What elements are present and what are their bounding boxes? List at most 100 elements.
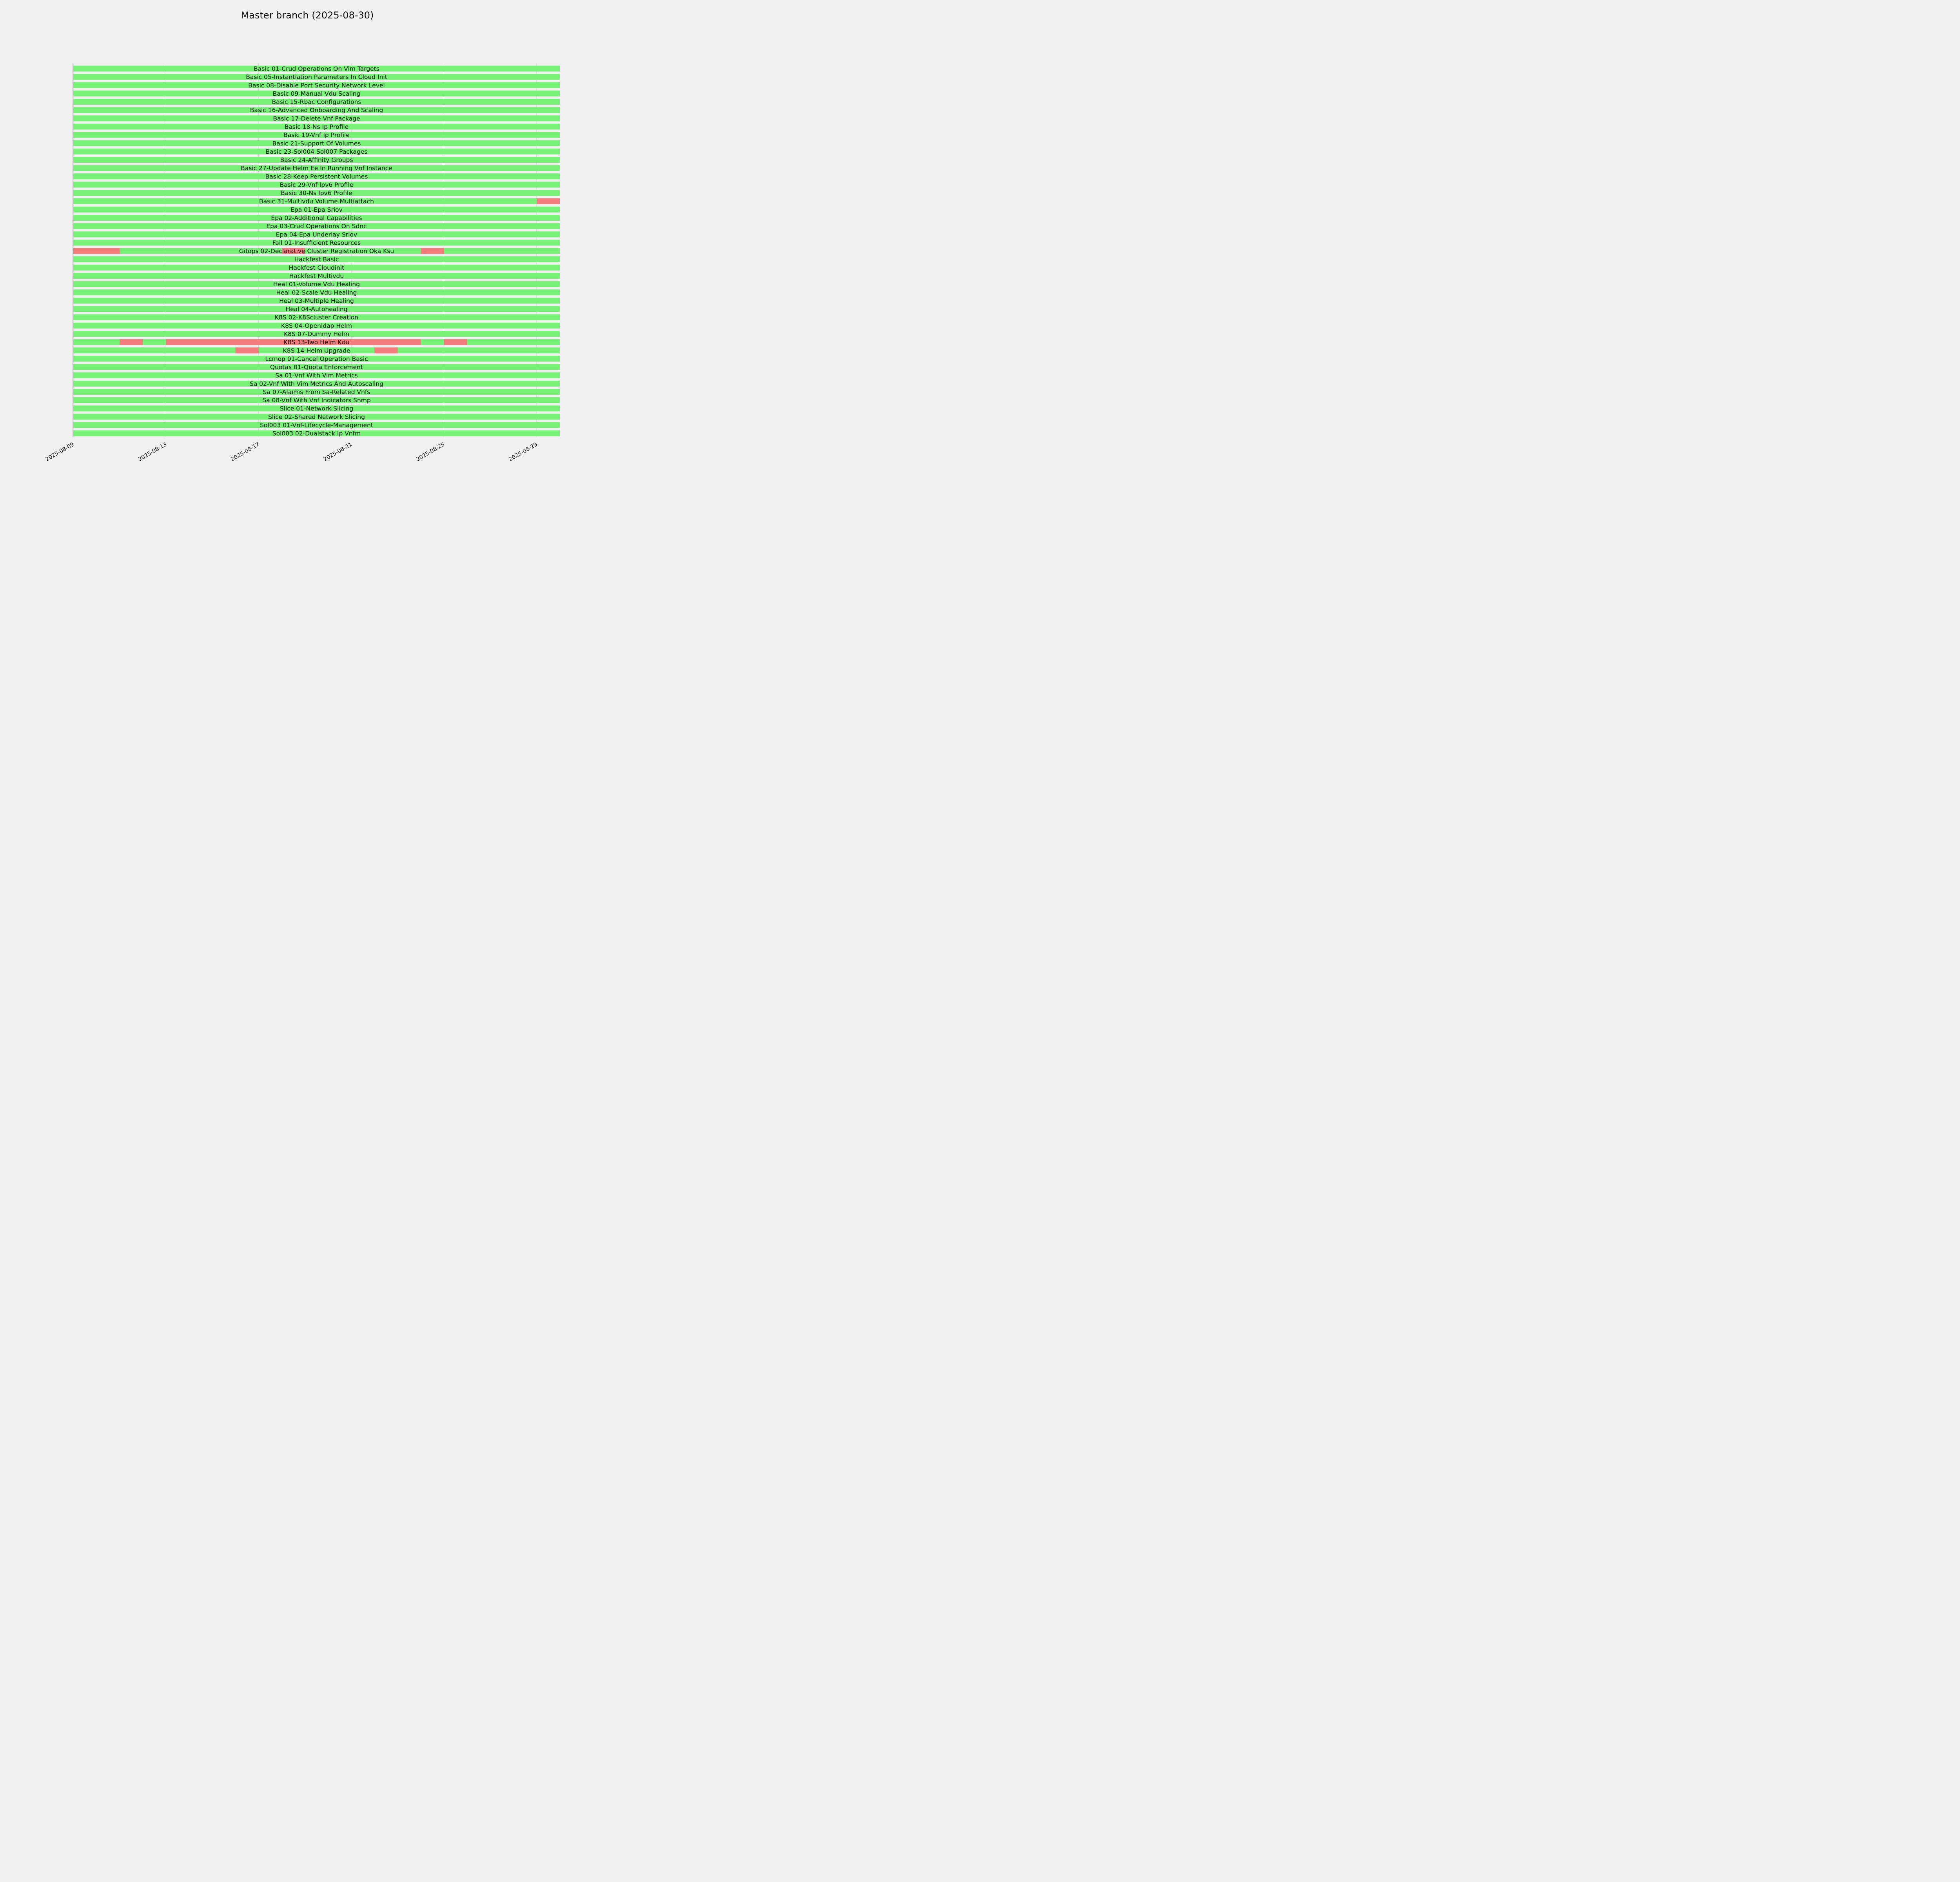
- row-label: Epa 04-Epa Underlay Sriov: [276, 231, 357, 238]
- row-label: Basic 18-Ns Ip Profile: [285, 123, 348, 130]
- pass-bar: [73, 132, 560, 138]
- pass-bar: [73, 165, 560, 171]
- pass-bar: [73, 364, 560, 370]
- row-label: Basic 05-Instantiation Parameters In Clo…: [246, 74, 387, 81]
- pass-bar: [73, 397, 560, 403]
- row-label: Hackfest Cloudinit: [289, 264, 345, 271]
- row-label: Epa 01-Epa Sriov: [290, 206, 343, 213]
- pass-bar: [73, 322, 560, 329]
- row-label: Fail 01-Insufficient Resources: [272, 239, 361, 246]
- pass-bar: [73, 289, 560, 296]
- row-label: Basic 15-Rbac Configurations: [272, 98, 361, 105]
- pass-bar: [73, 190, 560, 196]
- timeline-chart: Master branch (2025-08-30) Basic 01-Crud…: [0, 0, 615, 547]
- pass-bar: [73, 356, 560, 362]
- row-label: Heal 04-Autohealing: [285, 306, 347, 313]
- pass-bar: [73, 281, 560, 287]
- pass-bar: [73, 231, 560, 238]
- row-label: Sa 07-Alarms From Sa-Related Vnfs: [263, 389, 370, 396]
- pass-bar: [73, 206, 560, 213]
- pass-bar: [73, 422, 560, 428]
- row-label: K8S 07-Dummy Helm: [284, 331, 349, 338]
- pass-bar: [73, 124, 560, 130]
- pass-bar: [73, 430, 560, 436]
- row-label: Basic 16-Advanced Onboarding And Scaling: [250, 107, 383, 114]
- row-label: Slice 01-Network Slicing: [280, 405, 353, 412]
- pass-bar: [73, 306, 560, 312]
- pass-bar: [73, 414, 560, 420]
- row-label: Sa 01-Vnf With Vim Metrics: [275, 372, 358, 379]
- row-label: Basic 21-Support Of Volumes: [272, 140, 361, 147]
- pass-bar: [73, 405, 560, 412]
- row-label: Lcmop 01-Cancel Operation Basic: [265, 355, 368, 362]
- pass-bar: [73, 298, 560, 304]
- row-label: Basic 30-Ns Ipv6 Profile: [281, 190, 352, 197]
- pass-bar: [73, 148, 560, 154]
- row-label: Heal 03-Multiple Healing: [279, 297, 354, 304]
- pass-bar: [73, 65, 560, 72]
- fail-segment: [166, 339, 421, 345]
- pass-bar: [73, 182, 560, 188]
- pass-bar: [73, 223, 560, 229]
- pass-bar: [73, 99, 560, 105]
- row-label: Epa 02-Additional Capabilities: [271, 214, 362, 222]
- pass-bar: [73, 157, 560, 163]
- row-label: Basic 29-Vnf Ipv6 Profile: [280, 181, 354, 188]
- row-label: Sa 08-Vnf With Vnf Indicators Snmp: [262, 397, 371, 404]
- row-labels: Basic 01-Crud Operations On Vim TargetsB…: [239, 65, 394, 437]
- row-label: K8S 04-Openldap Helm: [281, 322, 352, 329]
- row-label: Heal 02-Scale Vdu Healing: [276, 289, 357, 296]
- fail-segment: [536, 198, 560, 204]
- pass-bar: [73, 74, 560, 80]
- pass-bar: [73, 140, 560, 146]
- row-label: Hackfest Basic: [294, 256, 339, 263]
- fail-segment: [421, 248, 444, 254]
- pass-bar: [73, 215, 560, 221]
- row-label: Basic 31-Multivdu Volume Multiattach: [259, 198, 374, 205]
- row-label: Heal 01-Volume Vdu Healing: [273, 281, 360, 288]
- row-label: Quotas 01-Quota Enforcement: [270, 364, 363, 371]
- fail-segment: [281, 248, 305, 254]
- pass-bar: [73, 347, 560, 354]
- row-label: Basic 09-Manual Vdu Scaling: [273, 90, 361, 97]
- pass-bar: [73, 314, 560, 320]
- fail-segment: [73, 248, 120, 254]
- pass-bar: [73, 380, 560, 387]
- row-label: Sa 02-Vnf With Vim Metrics And Autoscali…: [250, 380, 383, 387]
- pass-bar: [73, 240, 560, 246]
- pass-bar: [73, 331, 560, 337]
- pass-bar: [73, 107, 560, 113]
- pass-bar: [73, 90, 560, 96]
- row-label: Basic 17-Delete Vnf Package: [273, 115, 360, 122]
- row-label: Basic 01-Crud Operations On Vim Targets: [254, 65, 379, 73]
- pass-bar: [73, 264, 560, 271]
- row-label: Slice 02-Shared Network Slicing: [268, 413, 365, 420]
- row-label: K8S 14-Helm Upgrade: [283, 347, 350, 354]
- fail-segment: [374, 347, 398, 354]
- row-label: Basic 08-Disable Port Security Network L…: [248, 82, 385, 89]
- bars: [73, 65, 560, 436]
- row-label: Basic 19-Vnf Ip Profile: [283, 132, 350, 139]
- pass-bar: [73, 173, 560, 180]
- pass-bar: [73, 389, 560, 395]
- fail-segment: [120, 339, 143, 345]
- row-label: Sol003 01-Vnf-Lifecycle-Management: [260, 422, 373, 429]
- pass-bar: [73, 372, 560, 378]
- pass-bar: [73, 115, 560, 122]
- row-label: Basic 23-Sol004 Sol007 Packages: [266, 148, 368, 155]
- row-label: Sol003 02-Dualstack Ip Vnfm: [272, 430, 361, 437]
- pass-bar: [73, 273, 560, 279]
- row-label: Hackfest Multivdu: [289, 272, 344, 280]
- row-label: Epa 03-Crud Operations On Sdnc: [266, 223, 367, 230]
- row-label: Basic 27-Update Helm Ee In Running Vnf I…: [241, 165, 392, 172]
- fail-segment: [235, 347, 259, 354]
- row-label: K8S 02-K8Scluster Creation: [275, 314, 358, 321]
- pass-bar: [73, 198, 560, 204]
- row-label: Gitops 02-Declarative Cluster Registrati…: [239, 248, 394, 255]
- row-label: Basic 28-Keep Persistent Volumes: [265, 173, 368, 180]
- row-label: K8S 13-Two Helm Kdu: [283, 339, 349, 346]
- fail-segment: [444, 339, 467, 345]
- row-label: Basic 24-Affinity Groups: [280, 156, 353, 163]
- pass-bar: [73, 82, 560, 88]
- chart-title: Master branch (2025-08-30): [241, 10, 374, 21]
